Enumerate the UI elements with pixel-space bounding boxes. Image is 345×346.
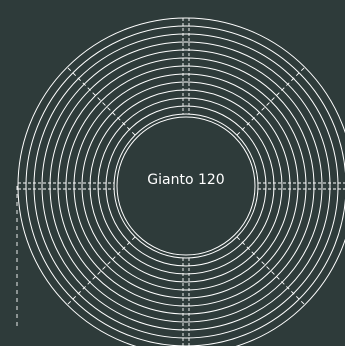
concentric-rings	[17, 17, 345, 346]
ring	[116, 116, 256, 256]
ring	[57, 57, 315, 315]
spoke-line	[236, 66, 306, 136]
ring	[65, 65, 307, 307]
ring	[81, 81, 291, 291]
ring	[105, 105, 267, 267]
product-name: Gianto 120	[147, 172, 225, 188]
spoke-line	[66, 236, 136, 306]
ring-join-marks	[18, 18, 345, 346]
radial-spokes	[66, 66, 306, 306]
spoke-line	[236, 236, 306, 306]
spoke-line	[66, 66, 136, 136]
ring	[25, 25, 345, 346]
ring	[113, 113, 259, 259]
ring	[41, 41, 331, 331]
ring	[17, 17, 345, 346]
ring	[97, 97, 275, 275]
ring	[49, 49, 323, 323]
ring	[73, 73, 299, 299]
ring	[33, 33, 339, 339]
ring	[89, 89, 283, 283]
